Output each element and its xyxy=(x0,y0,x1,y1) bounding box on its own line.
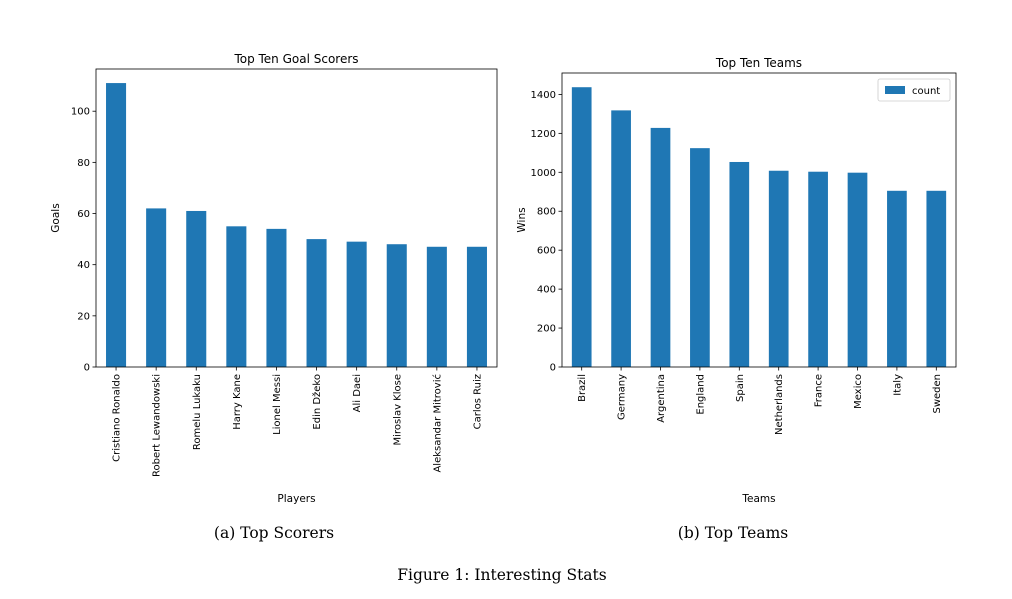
goal-scorers-chart: Top Ten Goal Scorers Cristiano Ronaldo Rob… xyxy=(50,52,498,505)
x-tick-label: Miroslav Klose xyxy=(392,374,403,445)
x-tick-label: Argentina xyxy=(656,374,667,423)
bar-aleksandar-mitrovic xyxy=(426,246,447,367)
teams-chart: Top Ten Teams Brazil Germany Argentina Engla… xyxy=(516,56,957,505)
bar-miroslav-klose xyxy=(386,244,407,367)
bar-germany xyxy=(611,110,631,367)
legend-box xyxy=(877,78,951,102)
y-tick-label: 400 xyxy=(537,285,556,296)
y-tick-label: 600 xyxy=(537,246,556,257)
legend-label: count xyxy=(912,86,940,97)
x-tick-label: Netherlands xyxy=(774,374,785,435)
x-tick-label: Cristiano Ronaldo xyxy=(112,374,123,462)
x-tick-label: Sweden xyxy=(932,374,943,414)
y-tick-label: 1200 xyxy=(531,129,556,140)
x-tick-label: France xyxy=(814,374,825,407)
bar-england xyxy=(690,148,710,367)
figure-caption: Figure 1: Interesting Stats xyxy=(397,566,607,584)
x-tick-label: Brazil xyxy=(577,374,588,402)
y-tick-label: 40 xyxy=(77,260,90,271)
x-axis-label: Players xyxy=(277,493,315,505)
plot-frame xyxy=(561,72,957,368)
y-tick-label: 20 xyxy=(77,311,90,322)
x-tick-label: Germany xyxy=(617,374,628,420)
x-tick-label: Robert Lewandowski xyxy=(152,374,163,477)
y-tick-label: 200 xyxy=(537,324,556,335)
x-tick-label: Lionel Messi xyxy=(272,374,283,435)
x-tick-label: Ali Daei xyxy=(352,374,363,412)
bar-mexico xyxy=(847,172,868,367)
plot-frame xyxy=(95,68,498,368)
y-tick-label: 0 xyxy=(84,363,90,374)
bar-ali-daei xyxy=(346,241,367,367)
bar-brazil xyxy=(571,87,592,367)
y-tick-label: 80 xyxy=(77,158,90,169)
y-tick-label: 800 xyxy=(537,207,556,218)
x-tick-label: Spain xyxy=(735,374,746,402)
bar-argentina xyxy=(650,127,671,367)
bar-harry-kane xyxy=(226,226,247,367)
x-tick-label: Edin Džeko xyxy=(311,374,323,430)
legend-swatch xyxy=(885,86,905,94)
bar-romelu-lukaku xyxy=(186,210,207,367)
bar-sweden xyxy=(926,190,947,367)
y-tick-label: 0 xyxy=(550,363,556,374)
y-tick-label: 1400 xyxy=(531,90,556,101)
y-tick-label: 1000 xyxy=(531,168,556,179)
bar-robert-lewandowski xyxy=(146,208,167,367)
x-tick-label: Aleksandar Mitrović xyxy=(431,374,443,473)
bar-cristiano-ronaldo xyxy=(106,83,127,368)
bar-netherlands xyxy=(768,170,789,367)
chart-title: Top Ten Teams xyxy=(715,56,802,70)
bar-carlos-ruiz xyxy=(466,246,487,367)
y-axis-label: Goals xyxy=(50,203,62,232)
x-tick-label: Italy xyxy=(892,374,903,396)
y-tick-label: 60 xyxy=(77,209,90,220)
bar-france xyxy=(808,171,828,367)
x-tick-label: Romelu Lukaku xyxy=(192,374,203,450)
caption-b: (b) Top Teams xyxy=(677,524,789,542)
caption-a: (a) Top Scorers xyxy=(213,524,335,542)
x-axis-label: Teams xyxy=(741,493,775,505)
bar-lionel-messi xyxy=(266,228,287,367)
bar-edin-dzeko xyxy=(306,239,327,367)
x-tick-label: Carlos Ruiz xyxy=(472,374,483,429)
chart-title: Top Ten Goal Scorers xyxy=(233,52,358,66)
y-axis-label: Wins xyxy=(516,207,528,232)
bar-italy xyxy=(887,190,907,367)
y-tick-label: 100 xyxy=(71,107,90,118)
x-tick-label: Mexico xyxy=(853,374,864,409)
x-tick-label: England xyxy=(695,374,706,415)
x-tick-label: Harry Kane xyxy=(232,374,243,430)
bar-spain xyxy=(729,161,750,367)
